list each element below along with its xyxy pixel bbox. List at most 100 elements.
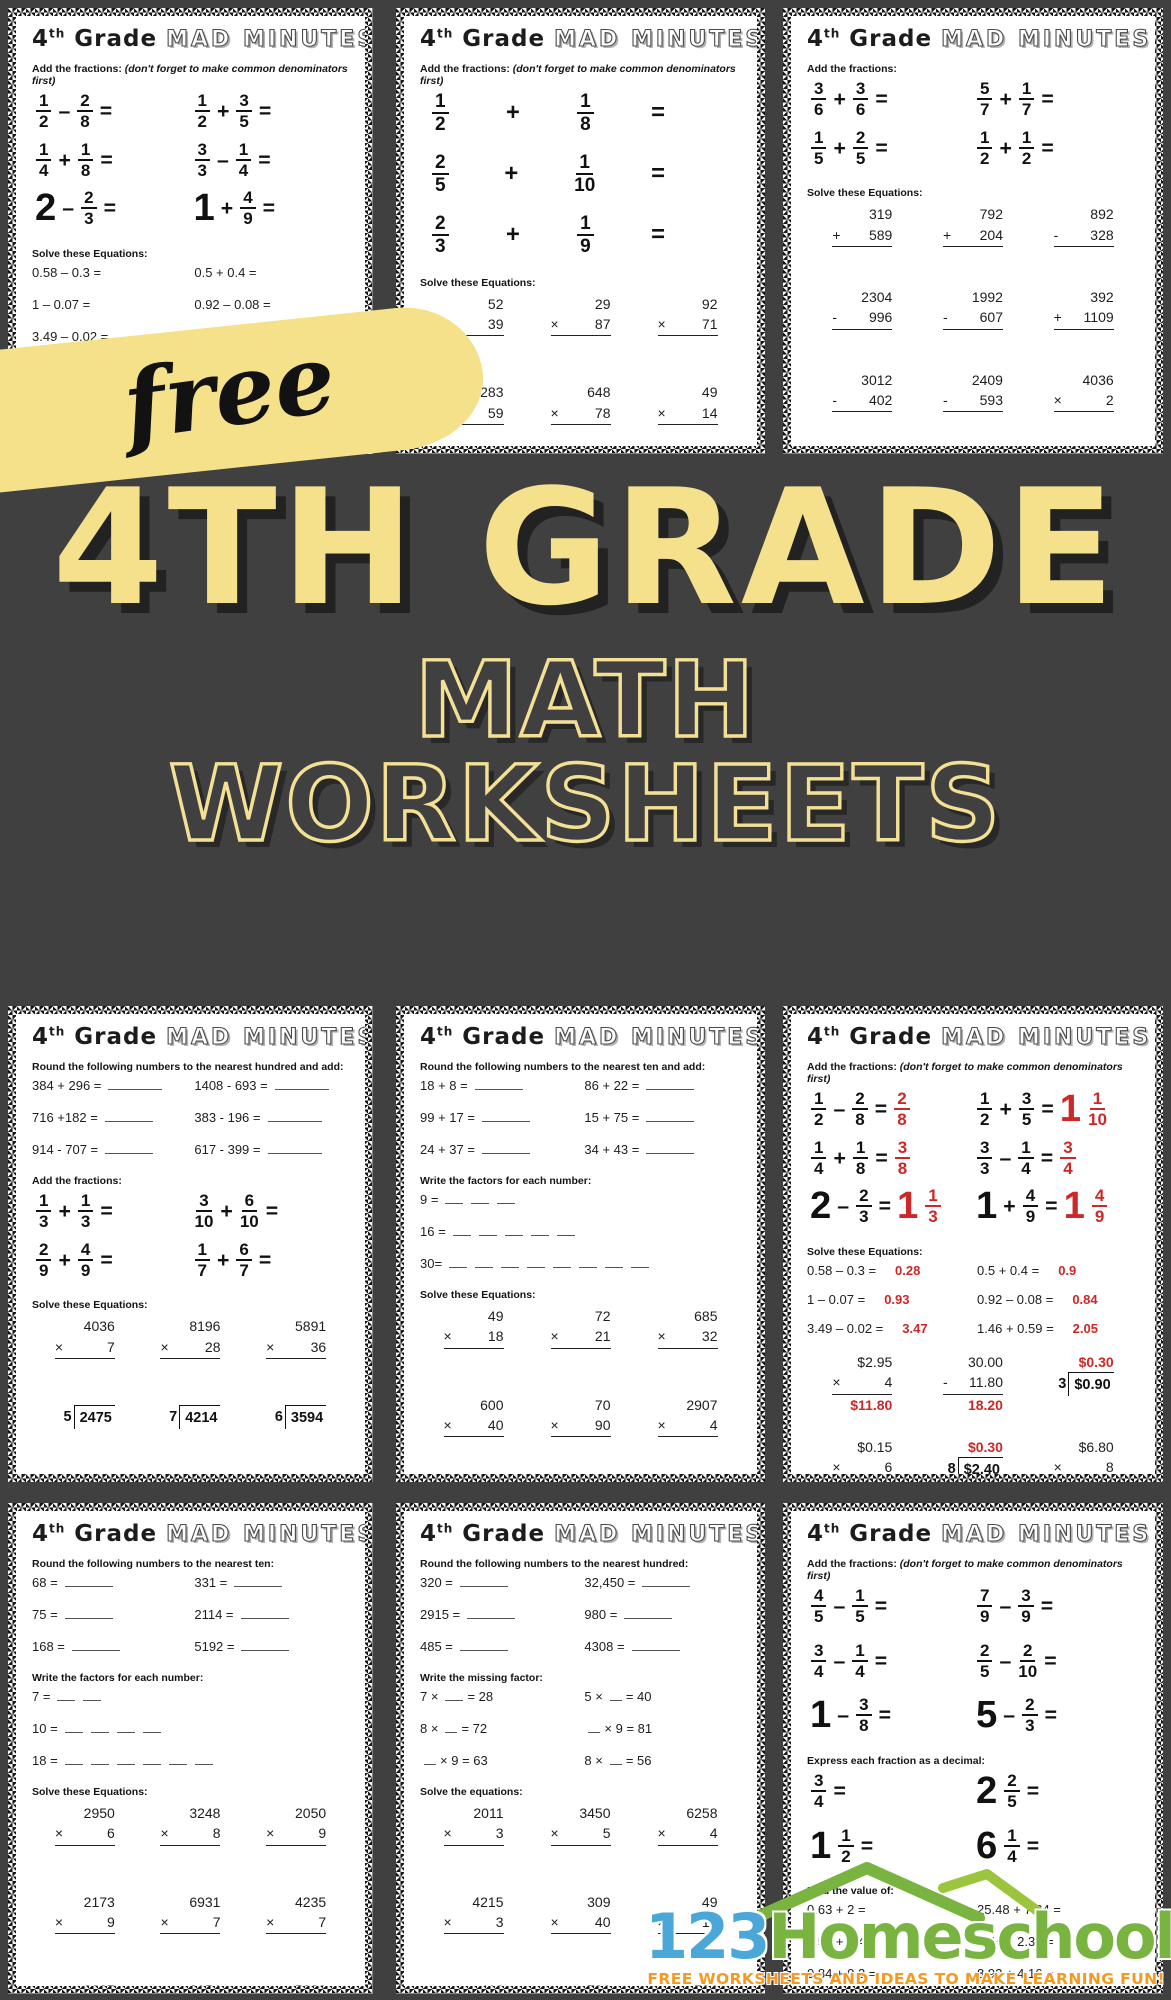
- answer-blank: [588, 1721, 601, 1733]
- equation: 3.49 – 0.02 = 3.47: [807, 1321, 928, 1337]
- worksheet-page: 4th Grade MAD MINUTES Round the following …: [8, 1006, 373, 1482]
- answer-blank: [83, 1689, 102, 1701]
- math-problem: 2050 × 9: [266, 1803, 327, 1846]
- equation: 15 + 75 =: [584, 1110, 741, 1125]
- fraction-problem: 2 3 +1 9 =: [420, 213, 668, 257]
- section-label: Round the following numbers to the neare…: [32, 1558, 275, 1570]
- worksheet-section: Solve these Equations: 319 +589 792 +204 892…: [807, 183, 1139, 446]
- worksheet-title: 4th Grade MAD MINUTES: [420, 1024, 757, 1051]
- brand-logo: 123Homeschool4 ME FREE WORKSHEETS AND ID…: [645, 1862, 1171, 1988]
- worksheet-section: Write the missing factor: 7 × = 28 5 × = 40…: [420, 1668, 741, 1776]
- math-problem: 6 3594: [266, 1404, 327, 1429]
- equation: 34 + 43 =: [584, 1142, 741, 1157]
- math-problem: 70 × 90: [550, 1395, 611, 1438]
- equation: 0.56 + 0.4 =: [807, 1934, 877, 1950]
- answer-blank: [108, 1078, 163, 1090]
- answer-blank: [609, 1753, 622, 1765]
- section-label: Round the following numbers to the neare…: [32, 1061, 344, 1073]
- logo-tagline: FREE WORKSHEETS AND IDEAS TO MAKE LEARNI…: [647, 1970, 1165, 1988]
- worksheet-section: Solve these Equations: 2950 × 6 3248 × 8 2050 ×…: [32, 1782, 349, 1986]
- fraction-problem: 6 1 4 =: [976, 1823, 1040, 1867]
- answer-blank: [478, 1224, 497, 1236]
- math-problem: 3248 × 8: [160, 1803, 221, 1846]
- equation: 0.92 – 0.08 =: [194, 297, 271, 313]
- fraction-problem: 3 3–1 4 =: [191, 140, 350, 180]
- math-problem: 594+88: [658, 1980, 717, 1986]
- equation: 86 + 22 =: [584, 1078, 741, 1093]
- worksheet-page: 4th Grade MAD MINUTES Add the fractions: 3…: [783, 8, 1163, 454]
- worksheet-section: Add the fractions: 3 6 +3 6 = 5 7 +1 7 = 1 5 +2 5 = 1 2 +…: [807, 59, 1139, 177]
- math-problem: $0.30 8 $2.40: [943, 1437, 1003, 1474]
- long-division-problem: 6 3594: [275, 1404, 327, 1429]
- section-label: Solve these Equations:: [420, 276, 536, 289]
- math-problem: 2011 × 3: [443, 1803, 504, 1846]
- equation: 68 =: [32, 1575, 194, 1590]
- fraction-problem: 1 +4 9 = 1 4 9: [973, 1187, 1139, 1226]
- worksheet-page: 4th Grade MAD MINUTES Round the following …: [396, 1503, 765, 1994]
- answer-blank: [240, 1607, 289, 1619]
- logo-wordmark: 123Homeschool4 ME: [645, 1906, 1171, 1968]
- math-problem: 2950 × 6: [54, 1803, 115, 1846]
- answer-blank: [501, 1256, 520, 1268]
- worksheet-slot-7: 4th Grade MAD MINUTES Round the following …: [8, 1503, 373, 1994]
- equation: 10 =: [32, 1721, 349, 1736]
- worksheet-title: 4th Grade MAD MINUTES: [807, 1521, 1152, 1548]
- equation: 4308 =: [584, 1639, 741, 1654]
- equation: 8 × = 72: [420, 1721, 488, 1736]
- worksheet-section: Write the factors for each number: 9 = 16…: [420, 1171, 741, 1279]
- worksheet-section: Round the following numbers to the neare…: [420, 1554, 741, 1662]
- fraction-problem: 1 3 +1 3 =: [32, 1192, 191, 1231]
- section-label: Write the missing factor:: [420, 1672, 543, 1684]
- equation: 75 =: [32, 1607, 194, 1622]
- math-problem: 3450 × 5: [550, 1803, 611, 1846]
- section-label: Solve these Equations:: [32, 248, 148, 261]
- math-problem: 392 +1109: [1053, 287, 1114, 330]
- worksheet-section: $2.95 × 4 $11.80 30.00-11.80 18.20 $0.30 3 $0.90…: [807, 1350, 1139, 1474]
- math-problem: 8196 × 28: [160, 1316, 221, 1359]
- fraction-problem: 1 4 +1 8 = 3 8: [807, 1138, 973, 1178]
- equation: 7 × = 28: [420, 1689, 494, 1704]
- answer-blank: [467, 1607, 516, 1619]
- equation: 5192 =: [194, 1639, 349, 1654]
- answer-blank: [90, 1721, 109, 1733]
- worksheet-section: Solve these Equations: 49 × 18 72 × 21 685 × 32 6…: [420, 1285, 741, 1474]
- worksheet-section: Add the fractions: 1 3 +1 3 = 3 10 +6 10 = 2 9 +4 9 = 1…: [32, 1171, 349, 1289]
- worksheet-slot-1: 4th Grade MAD MINUTES Add the fractions: (…: [8, 8, 373, 454]
- fraction-problem: 1 2 +1 2 =: [973, 128, 1139, 168]
- logo-123: 123: [645, 1900, 770, 1973]
- worksheet-section: Round the following numbers to the neare…: [420, 1057, 741, 1165]
- math-problem: 49 × 18: [657, 1892, 718, 1935]
- math-problem: 685 × 32: [657, 1306, 718, 1349]
- answer-blank: [481, 1142, 530, 1154]
- fraction-problem: 1 2 +1 8 =: [420, 92, 668, 135]
- equation: 8 × = 56: [584, 1753, 652, 1768]
- math-problem: 648 × 78: [550, 382, 611, 425]
- equation: 331 =: [194, 1575, 349, 1590]
- math-problem: 4215 × 3: [443, 1892, 504, 1935]
- worksheet-section: Solve these Equations: 0.58 – 0.3 = 0.28 0…: [807, 1242, 1139, 1344]
- math-problem: 2173 × 9: [54, 1892, 115, 1935]
- equation: 1 – 0.07 = 0.93: [807, 1292, 910, 1308]
- math-problem: 2907 × 4: [657, 1395, 718, 1438]
- math-problem: 412+23: [444, 1980, 503, 1986]
- fraction-problem: 2 5–2 10 =: [973, 1641, 1139, 1681]
